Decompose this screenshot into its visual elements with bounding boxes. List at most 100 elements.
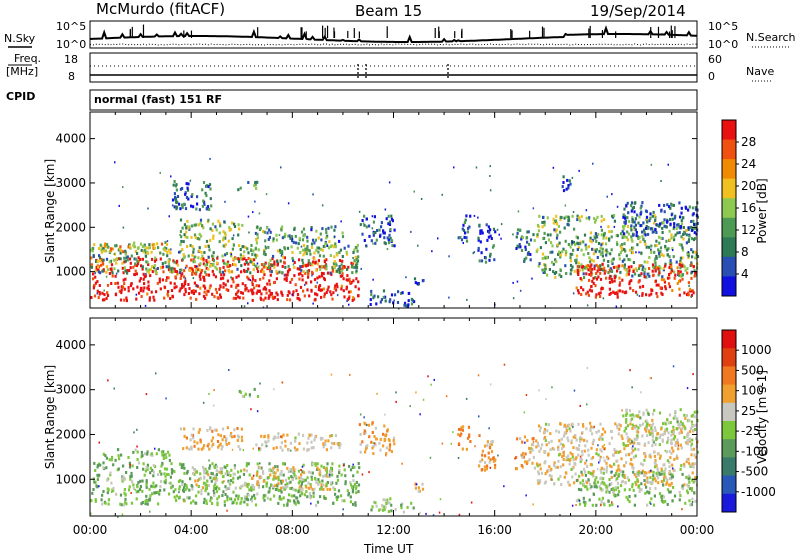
vel-cell: [223, 500, 226, 504]
power-cell: [654, 264, 657, 268]
power-cell: [365, 225, 368, 229]
power-cell: [195, 223, 198, 227]
vel-cell: [244, 392, 247, 396]
vel-cell: [652, 503, 655, 507]
vel-cell: [613, 474, 616, 478]
power-cell: [312, 260, 315, 264]
power-cell: [212, 273, 215, 277]
vel-cell: [489, 458, 492, 462]
vel-cell: [640, 471, 643, 475]
vel-cell: [269, 473, 272, 477]
vel-cell: [638, 489, 641, 493]
vel-cell: [165, 467, 169, 471]
power-cell: [327, 246, 331, 250]
power-cell: [222, 285, 225, 289]
power-cell: [251, 288, 254, 292]
power-cell: [628, 282, 631, 286]
power-cell: [638, 215, 641, 219]
vel-sparse-cell: [208, 459, 210, 462]
vel-cell: [319, 487, 322, 491]
power-cell: [283, 277, 286, 281]
vel-cell: [222, 490, 225, 494]
power-cell: [661, 231, 664, 234]
vel-cell: [145, 481, 148, 485]
power-cell: [686, 271, 689, 275]
power-cell: [234, 257, 238, 261]
vel-cell: [225, 443, 228, 446]
vel-cell: [324, 497, 327, 500]
vel-sparse-cell: [419, 413, 421, 416]
vel-sparse-cell: [640, 391, 642, 394]
vel-sparse-cell: [538, 389, 540, 392]
power-cell: [553, 272, 556, 275]
vel-cell: [537, 472, 540, 476]
power-cell: [601, 251, 604, 255]
power-cell: [134, 250, 137, 253]
power-cell: [650, 292, 653, 296]
vel-colorbar-tick-label: 500: [741, 363, 764, 377]
vel-cell: [599, 502, 602, 506]
power-cell: [325, 258, 328, 262]
vel-cell: [544, 450, 547, 453]
vel-cell: [272, 477, 275, 481]
vel-cell: [188, 488, 191, 492]
power-cell: [139, 287, 143, 290]
vel-cell: [184, 488, 187, 492]
power-cell: [306, 235, 309, 239]
power-cell: [198, 237, 201, 241]
power-cell: [469, 214, 472, 218]
power-cell: [663, 203, 666, 207]
vel-cell: [358, 466, 361, 470]
vel-sparse-cell: [630, 439, 633, 442]
vel-cell: [330, 466, 333, 470]
vel-cell: [282, 462, 285, 466]
vel-cell: [578, 444, 581, 447]
power-sparse-cell: [473, 251, 475, 254]
power-sparse-cell: [420, 198, 423, 200]
power-cell: [658, 252, 661, 256]
power-cell: [588, 256, 591, 260]
power-cell: [329, 290, 332, 294]
power-cell: [139, 277, 142, 281]
power-cell: [597, 264, 600, 268]
power-cell: [583, 233, 587, 237]
power-cell: [164, 261, 167, 265]
power-cell: [325, 291, 328, 294]
vel-sparse-cell: [530, 447, 533, 450]
power-cell: [567, 184, 570, 187]
vel-cell: [562, 444, 565, 448]
power-cell: [656, 295, 659, 299]
power-cell: [694, 206, 697, 210]
power-cell: [192, 258, 195, 262]
vel-cell: [671, 475, 674, 479]
vel-cell: [110, 458, 113, 462]
vel-cell: [348, 464, 351, 468]
power-cell: [152, 295, 155, 299]
power-cell: [681, 273, 684, 276]
vel-sparse-cell: [525, 494, 527, 497]
power-cell: [104, 242, 107, 246]
power-cell: [158, 280, 161, 284]
vel-cell: [628, 495, 631, 498]
vel-cell: [461, 447, 464, 451]
vel-cell: [282, 496, 285, 500]
power-cell: [379, 234, 382, 238]
power-cell: [629, 286, 632, 290]
power-cell: [546, 216, 549, 220]
vel-cell: [190, 445, 193, 449]
power-cell: [99, 271, 102, 275]
vel-cell: [530, 448, 533, 452]
power-cell: [198, 208, 201, 212]
power-cell: [637, 221, 640, 225]
power-cell: [687, 208, 690, 212]
vel-cell: [596, 480, 599, 484]
vel-cell: [337, 489, 341, 493]
power-cell: [581, 268, 584, 272]
power-cell: [648, 219, 651, 223]
vel-cell: [301, 479, 304, 483]
vel-cell: [221, 494, 224, 497]
vel-cell: [559, 474, 562, 478]
power-cell: [679, 274, 682, 278]
power-colorbar-label: Power [dB]: [755, 178, 769, 244]
vel-cell: [96, 464, 99, 467]
